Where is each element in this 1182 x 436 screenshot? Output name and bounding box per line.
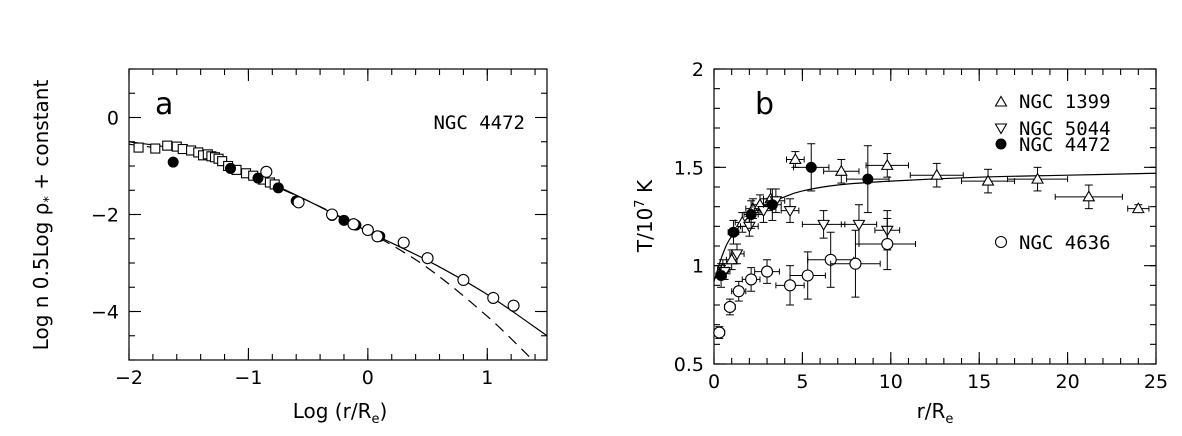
panel-a-y-tick-label: −2 [91,205,119,227]
legend-marker-triangle-down [994,123,1008,135]
panel-a-x-axis-label: Log (r/Re) [293,399,388,427]
ngc-4636-data-point [732,285,745,298]
ngc-4472-data-point [862,173,874,185]
panel-b-frame [713,68,1157,365]
ngc-4472-data-point [715,270,727,281]
ngc-5044-data-point [852,219,866,231]
ngc-1399-data-point [1131,202,1145,214]
panel-a-open-circles-data-point [260,165,273,178]
ngc-4636-data-point [849,257,862,270]
panel-a-x-tick-label: 1 [481,367,493,389]
legend-marker-open-circle [994,235,1008,249]
panel-a-open-circles-data-point [397,236,410,249]
ngc-5044-data-point [817,219,831,231]
panel-b-x-tick-label: 15 [967,371,991,393]
panel-a-open-circles-data-point [421,252,434,265]
panel-a-curve-dashed [129,143,534,360]
panel-a-filled-data-point [252,172,264,184]
panel-a-open-circles-data-point [457,273,470,287]
ngc-4636-data-point [881,237,894,251]
ngc-4636-data-point [783,279,797,292]
panel-a-open-circles-data-point [361,223,374,237]
legend: NGC 1399 NGC 5044 NGC 4472 NGC 4636 [994,91,1111,254]
panel-a-open-circles-data-point [507,299,520,312]
panel-b-letter: b [755,87,774,122]
ngc-5044-data-point [742,221,756,233]
ngc-4472-data-point [766,199,778,211]
ngc-4472-data-point [805,161,817,173]
legend-label-ngc-1399: NGC 1399 [1019,91,1111,113]
ngc-1399-data-point [1031,172,1044,184]
panel-b-x-tick-label: 20 [1056,371,1080,393]
ngc-4472-data-point [727,226,739,238]
panel-b-y-tick-label: 2 [692,59,704,81]
panel-a-annotation: NGC 4472 [433,112,525,134]
panel-b-y-tick-label: 0.5 [674,354,704,376]
legend-label-ngc-5044: NGC 5044 [1019,118,1111,140]
ngc-1399-data-point [930,168,944,180]
ngc-4472-data-point [745,209,757,221]
ngc-4636-data-point [723,300,736,314]
panel-a-squares-data-point [133,142,144,153]
panel-b-x-axis-label: r/Re [917,399,954,427]
panel-b: b r/Re T/107 K NGC 1399 NGC 5044 NGC 447… [633,59,1168,427]
ngc-1399-data-point [981,174,995,186]
panel-a-open-circles-data-point [325,208,339,221]
panel-b-x-tick-label: 5 [796,371,808,393]
panel-a-x-tick-label: −1 [234,367,262,389]
legend-marker-filled-circle [995,138,1007,150]
panel-b-y-tick-label: 1.5 [674,157,704,179]
ngc-5044-data-point [783,206,797,218]
panel-b-x-tick-label: 10 [879,371,903,393]
panel-a-filled-data-point [272,182,284,194]
panel-a-open-circles-data-point [371,230,384,243]
ngc-5044-data-point [730,249,744,261]
panel-b-y-axis-label: T/107 K [633,179,657,253]
panel-a-open-circles-data-point [347,218,360,231]
panel-a-squares-data-point [162,140,173,151]
legend-item-ngc-1399: NGC 1399 [994,91,1111,113]
ngc-1399-data-point [880,158,894,170]
legend-item-ngc-4472: NGC 4472 [995,134,1111,156]
ngc-4636-data-point [713,326,726,339]
panel-a-x-tick-label: 0 [362,367,374,389]
panel-a-y-axis-label: Log n 0.5Log ρ* + constant [29,80,57,351]
panel-a-open-circles-data-point [292,196,305,209]
legend-label-ngc-4636: NGC 4636 [1019,232,1111,254]
ngc-4636-data-point [745,273,758,286]
ngc-1399-data-point [834,164,848,176]
panel-a-y-tick-label: 0 [107,108,119,130]
panel-a-squares-data-point [150,143,161,154]
panel-a-open-circles-data-point [487,291,500,304]
panel-a-filled-data-point [338,214,350,226]
panel-a-squares-data-point [177,143,188,155]
panel-a: a NGC 4472 Log (r/Re) Log n 0.5Log ρ* + … [29,68,548,427]
ngc-1399-data-point [1082,190,1096,202]
panel-b-x-tick-label: 0 [708,371,720,393]
panel-a-x-tick-label: −2 [115,367,143,389]
panel-a-curve-solid [129,141,547,337]
ngc-4636-data-point [760,265,774,278]
panel-a-filled-data-point [167,156,179,168]
legend-item-ngc-4636: NGC 4636 [994,232,1111,254]
ngc-4636-data-point [801,269,814,282]
panel-b-y-tick-label: 1 [692,256,704,278]
legend-label-ngc-4472: NGC 4472 [1019,134,1111,156]
panel-a-filled-data-point [225,162,237,174]
ngc-1399-data-point [725,253,739,265]
panel-a-y-tick-label: −4 [91,302,119,324]
legend-marker-triangle-up [994,95,1008,107]
panel-b-x-tick-label: 25 [1144,371,1168,393]
legend-item-ngc-5044: NGC 5044 [994,118,1111,140]
panel-a-letter: a [155,87,173,122]
ngc-1399-data-point [788,152,802,165]
panel-b-curve-model [714,172,1156,282]
